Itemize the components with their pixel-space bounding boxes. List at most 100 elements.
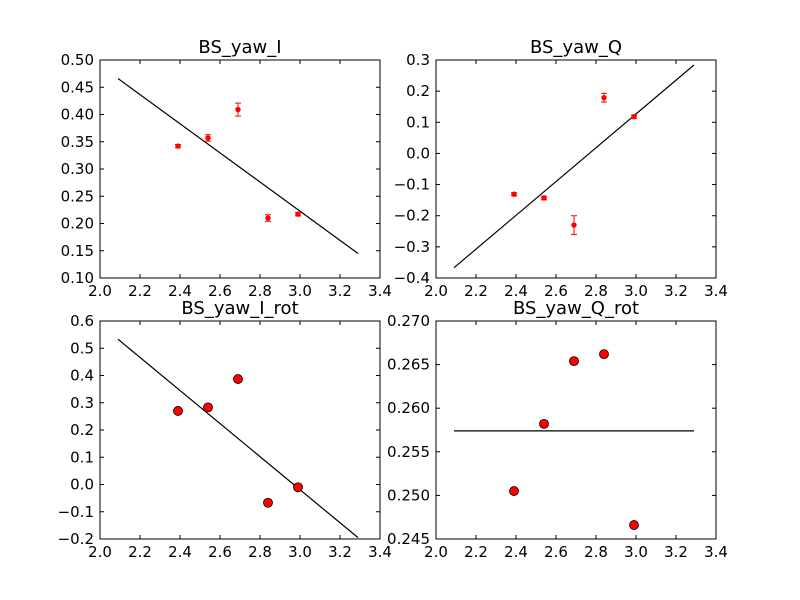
subplot-3: BS_yaw_I_rot 2.0 2.2 2.4 2.6 2.8 3.0 3.2 3.4 −0.2…	[58, 298, 392, 561]
y-tick-label: 0.10	[61, 269, 94, 287]
fit-line	[117, 78, 359, 254]
y-tick-label: 0.2	[70, 421, 94, 439]
y-tick-label: 0.35	[61, 133, 94, 151]
data-point	[631, 113, 637, 120]
y-tick-label: 0.6	[70, 312, 94, 330]
x-tick-label: 2.2	[464, 543, 488, 561]
data-point	[235, 106, 241, 113]
data-point	[571, 222, 577, 228]
y-tick-label: −0.3	[394, 238, 430, 256]
x-tick-label: 2.2	[464, 282, 488, 300]
chart-title: BS_yaw_I	[198, 37, 281, 58]
y-tick-label: 0.1	[406, 113, 430, 131]
data-point	[293, 482, 303, 493]
x-tick-label: 2.4	[168, 282, 192, 300]
x-tick-label: 2.8	[248, 543, 272, 561]
data-point	[629, 520, 639, 530]
x-tick-label: 2.6	[208, 543, 232, 561]
data-point	[263, 497, 273, 508]
y-tick-label: 0.40	[61, 106, 94, 124]
x-tick-label: 2.6	[544, 282, 568, 300]
y-tick-label: 0.1	[70, 448, 94, 466]
y-tick-label: −0.2	[58, 530, 94, 548]
x-tick-label: 2.0	[88, 282, 112, 300]
x-tick-label: 3.0	[624, 543, 648, 561]
plot-frame	[99, 320, 381, 540]
subplot-4: BS_yaw_Q_rot 2.0 2.2 2.4 2.6 2.8 3.0 3.2 3.4 0.24…	[387, 298, 728, 561]
y-tick-label: 0.45	[61, 78, 94, 96]
fit-line	[117, 338, 359, 539]
x-tick-label: 3.2	[664, 543, 688, 561]
y-tick-label: −0.1	[394, 176, 430, 194]
x-tick-label: 3.4	[368, 543, 392, 561]
y-tick-label: −0.4	[394, 269, 430, 287]
y-tick-label: 0.255	[387, 443, 430, 461]
data-point	[205, 135, 211, 141]
data-point	[175, 143, 181, 149]
y-tick-label: 0.15	[61, 242, 94, 260]
y-tick-label: 0.270	[387, 312, 430, 330]
x-tick-label: 2.8	[584, 543, 608, 561]
fit-line	[453, 64, 695, 269]
x-tick-label: 2.0	[88, 543, 112, 561]
plot-frame	[99, 59, 381, 279]
x-tick-label: 3.2	[664, 282, 688, 300]
y-tick-label: 0.2	[406, 82, 430, 100]
y-tick-label: −0.1	[58, 503, 94, 521]
chart-title: BS_yaw_Q_rot	[513, 298, 639, 319]
x-tick-label: 2.0	[424, 282, 448, 300]
plot-frame	[435, 59, 717, 279]
x-tick-label: 2.4	[504, 543, 528, 561]
y-tick-label: 0.20	[61, 215, 94, 233]
data-point	[295, 211, 301, 217]
y-tick-label: 0.5	[70, 339, 94, 357]
x-tick-label: 3.2	[328, 282, 352, 300]
x-tick-label: 3.2	[328, 543, 352, 561]
y-tick-label: 0.30	[61, 160, 94, 178]
data-point	[509, 486, 519, 496]
x-tick-label: 2.6	[544, 543, 568, 561]
subplot-1: BS_yaw_I 2.0 2.2 2.4 2.6 2.8 3.0 3.2 3.4 0.10 0.15…	[61, 37, 392, 300]
x-tick-label: 2.0	[424, 543, 448, 561]
data-point	[599, 349, 609, 360]
chart-title: BS_yaw_I_rot	[181, 298, 298, 319]
y-tick-label: 0.260	[387, 399, 430, 417]
x-tick-label: 3.0	[288, 543, 312, 561]
data-point	[601, 94, 607, 101]
y-tick-label: 0.0	[70, 476, 94, 494]
chart-title: BS_yaw_Q	[530, 37, 622, 58]
y-tick-label: 0.4	[70, 367, 94, 385]
x-tick-label: 3.4	[368, 282, 392, 300]
x-tick-label: 2.4	[168, 543, 192, 561]
y-tick-label: −0.2	[394, 207, 430, 225]
subplot-2: BS_yaw_Q 2.0 2.2 2.4 2.6 2.8 3.0 3.2 3.4 −0.4 −0.3…	[394, 37, 728, 300]
data-point	[233, 374, 243, 384]
y-tick-label: 0.50	[61, 51, 94, 69]
plot-frame	[435, 320, 717, 540]
data-point	[173, 406, 183, 416]
data-point	[541, 195, 547, 201]
data-point	[511, 191, 517, 197]
x-tick-label: 2.2	[128, 543, 152, 561]
y-tick-label: 0.25	[61, 187, 94, 205]
x-tick-label: 2.8	[584, 282, 608, 300]
data-point	[539, 418, 549, 429]
x-tick-label: 3.0	[288, 282, 312, 300]
data-point	[265, 215, 271, 221]
y-tick-label: 0.3	[70, 394, 94, 412]
data-point	[569, 356, 579, 367]
x-tick-label: 3.4	[704, 543, 728, 561]
y-tick-label: 0.250	[387, 486, 430, 504]
x-tick-label: 2.8	[248, 282, 272, 300]
y-tick-label: 0.0	[406, 144, 430, 162]
y-tick-label: 0.265	[387, 356, 430, 374]
data-point	[203, 402, 213, 413]
y-tick-label: 0.245	[387, 530, 430, 548]
x-tick-label: 2.6	[208, 282, 232, 300]
x-tick-label: 2.4	[504, 282, 528, 300]
x-tick-label: 3.4	[704, 282, 728, 300]
y-tick-label: 0.3	[406, 51, 430, 69]
x-tick-label: 3.0	[624, 282, 648, 300]
x-tick-label: 2.2	[128, 282, 152, 300]
